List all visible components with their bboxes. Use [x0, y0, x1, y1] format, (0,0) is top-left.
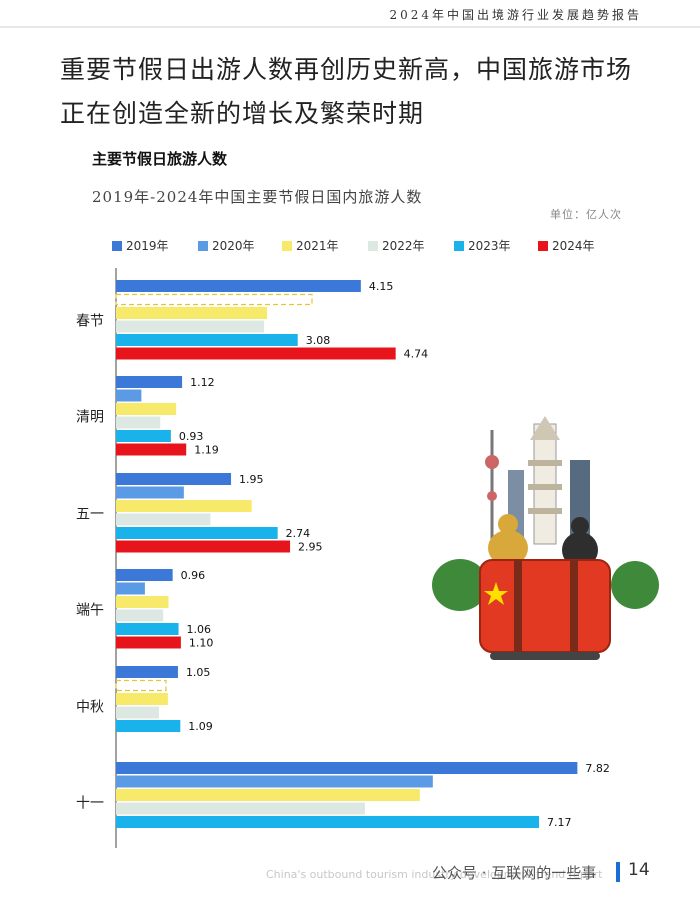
- legend-swatch-2: [282, 241, 292, 251]
- legend-swatch-4: [454, 241, 464, 251]
- page-number: 14: [628, 860, 650, 880]
- tower-icon: [528, 416, 562, 545]
- category-label: 五一: [76, 507, 104, 523]
- bar-value-label: 2.95: [298, 541, 323, 554]
- bar-2019年-中秋: [116, 666, 178, 678]
- legend-swatch-5: [538, 241, 548, 251]
- bar-2022年-端午: [116, 609, 164, 622]
- bar-2020年-五一: [116, 486, 184, 499]
- bar-2021年-端午: [116, 596, 169, 608]
- bar-value-label: 0.96: [181, 569, 206, 582]
- bar-value-label: 7.82: [585, 762, 610, 775]
- legend-label-5: 2024年: [552, 239, 595, 253]
- category-label: 中秋: [76, 700, 104, 716]
- bar-2021年-清明: [116, 403, 177, 415]
- bar-value-label: 1.09: [188, 720, 213, 733]
- bar-2021年-十一: [116, 789, 420, 801]
- bar-2022年-清明: [116, 416, 161, 429]
- bar-2021年-中秋: [116, 693, 168, 705]
- bar-value-label: 4.15: [369, 280, 394, 293]
- travel-illustration: [432, 416, 659, 660]
- legend-swatch-3: [368, 241, 378, 251]
- legend-label-4: 2023年: [468, 239, 511, 253]
- bar-2024年-清明: [116, 443, 187, 456]
- bar-2024年-春节: [116, 347, 396, 360]
- bar-value-label: 1.12: [190, 376, 215, 389]
- category-label: 春节: [76, 314, 104, 330]
- tv-tower-icon: [485, 430, 499, 550]
- bar-2019年-清明: [116, 376, 183, 388]
- bar-value-label: 1.19: [194, 444, 219, 457]
- bar-2023年-中秋: [116, 720, 181, 732]
- bar-2020年-十一: [116, 775, 433, 788]
- bar-2024年-端午: [116, 636, 181, 649]
- bar-2020年-端午: [116, 582, 145, 595]
- bar-value-label: 1.06: [187, 623, 212, 636]
- bar-value-label: 1.95: [239, 473, 263, 486]
- bar-2023年-清明: [116, 430, 171, 442]
- bar-value-label: 1.10: [189, 637, 214, 650]
- bar-value-label: 2.74: [286, 527, 311, 540]
- bar-value-label: 7.17: [547, 816, 572, 829]
- bar-2022年-五一: [116, 513, 211, 526]
- bar-2023年-端午: [116, 623, 179, 635]
- bar-2023年-十一: [116, 816, 540, 828]
- bar-value-label: 3.08: [306, 334, 331, 347]
- bar-2019年-春节: [116, 280, 361, 292]
- buddha-icon: [488, 514, 528, 566]
- legend-label-1: 2020年: [212, 239, 255, 253]
- category-label: 十一: [76, 796, 104, 812]
- section-title: 主要节假日旅游人数: [92, 150, 228, 168]
- bar-2022年-中秋: [116, 706, 160, 719]
- category-label: 清明: [76, 410, 104, 426]
- headline-line-2: 正在创造全新的增长及繁荣时期: [60, 99, 425, 128]
- headline-line-1: 重要节假日出游人数再创历史新高，中国旅游市场: [60, 55, 633, 84]
- footer-english-title: China's outbound tourism industry develo…: [266, 868, 603, 881]
- bar-2022年-十一: [116, 802, 365, 815]
- foliage-icon: [432, 559, 659, 611]
- bar-2024年-五一: [116, 540, 291, 553]
- report-title: 2024年中国出境游行业发展趋势报告: [389, 8, 642, 22]
- page-marker: [616, 862, 620, 882]
- bar-2020年-清明: [116, 389, 142, 402]
- bar-2019年-十一: [116, 762, 578, 774]
- legend-swatch-1: [198, 241, 208, 251]
- bar-2019年-五一: [116, 473, 232, 485]
- bar-2021年-春节: [116, 307, 268, 319]
- legend-label-2: 2021年: [296, 239, 339, 253]
- bar-2019年-端午: [116, 569, 173, 581]
- chart-title: 2019年-2024年中国主要节假日国内旅游人数: [92, 188, 423, 206]
- bar-value-label: 0.93: [179, 430, 204, 443]
- bar-value-label: 1.05: [186, 666, 211, 679]
- bar-2023年-五一: [116, 527, 278, 539]
- watermark-text: 公众号 · 互联网的一些事: [432, 864, 597, 882]
- bar-2023年-春节: [116, 334, 298, 346]
- bar-2022年-春节: [116, 320, 265, 333]
- legend-label-3: 2022年: [382, 239, 425, 253]
- bar-value-label: 4.74: [404, 348, 429, 361]
- legend-swatch-0: [112, 241, 122, 251]
- bar-2021年-五一: [116, 500, 252, 512]
- placeholder-bar: [115, 679, 167, 692]
- suitcase-icon: [479, 559, 611, 660]
- unit-label: 单位：亿人次: [550, 208, 622, 221]
- legend-label-0: 2019年: [126, 239, 169, 253]
- header-rule: [0, 26, 700, 28]
- placeholder-bar: [115, 293, 313, 306]
- category-label: 端午: [76, 603, 104, 619]
